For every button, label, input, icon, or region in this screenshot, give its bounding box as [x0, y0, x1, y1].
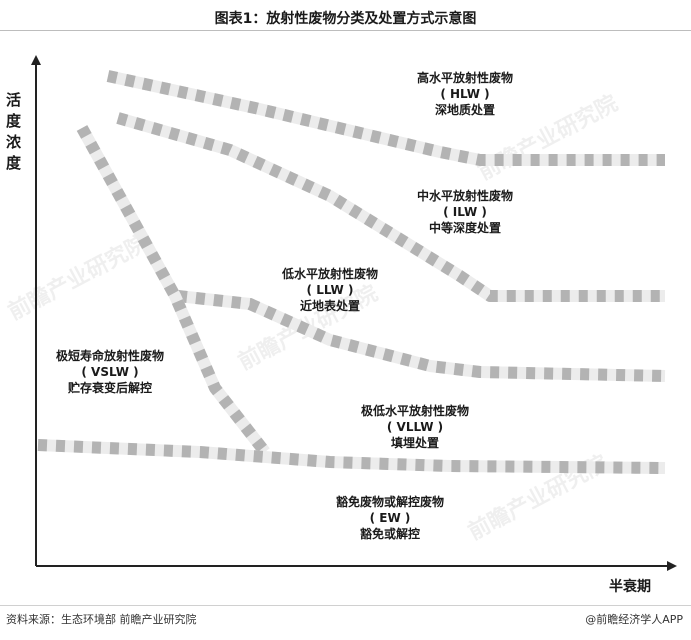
zone-name: 中水平放射性废物	[416, 189, 513, 203]
zone-abbr: ( LLW )	[306, 283, 354, 297]
y-axis-label-char: 浓	[6, 133, 22, 151]
boundary-vllw-ew	[37, 439, 666, 474]
zone-vllw-label: 极低水平放射性废物 ( VLLW ) 填埋处置	[335, 403, 495, 451]
zone-name: 高水平放射性废物	[416, 71, 513, 85]
boundary-vslw	[76, 125, 270, 456]
y-axis-label-char: 度	[6, 112, 22, 130]
zone-disposal: 近地表处置	[299, 299, 360, 313]
zone-name: 极低水平放射性废物	[360, 404, 469, 418]
y-axis-label-char: 度	[6, 154, 22, 172]
source-note: 资料来源：生态环境部 前瞻产业研究院	[6, 613, 197, 626]
zone-abbr: ( EW )	[369, 511, 411, 525]
zone-name: 豁免废物或解控废物	[335, 495, 444, 509]
zone-hlw-label: 高水平放射性废物 ( HLW ) 深地质处置	[390, 70, 540, 118]
zone-disposal: 深地质处置	[434, 103, 495, 117]
zone-llw-label: 低水平放射性废物 ( LLW ) 近地表处置	[255, 266, 405, 314]
zone-abbr: ( VSLW )	[81, 365, 139, 379]
zone-name: 低水平放射性废物	[281, 267, 378, 281]
zone-abbr: ( ILW )	[443, 205, 487, 219]
zone-disposal: 填埋处置	[390, 436, 439, 450]
y-axis-label-char: 活	[6, 91, 22, 109]
zone-name: 极短寿命放射性废物	[55, 349, 164, 363]
zone-abbr: ( VLLW )	[386, 420, 444, 434]
x-axis-label: 半衰期	[609, 579, 651, 595]
zone-abbr: ( HLW )	[440, 87, 490, 101]
zone-disposal: 贮存衰变后解控	[67, 381, 152, 395]
zone-ilw-label: 中水平放射性废物 ( ILW ) 中等深度处置	[390, 188, 540, 236]
boundary-llw-vllw	[177, 290, 666, 382]
zone-ew-label: 豁免废物或解控废物 ( EW ) 豁免或解控	[310, 494, 470, 542]
brand-credit: @前瞻经济学人APP	[585, 613, 683, 626]
zone-disposal: 豁免或解控	[359, 527, 420, 541]
boundary-ilw-llw	[116, 112, 665, 302]
footer-divider	[0, 605, 691, 606]
title-divider	[0, 30, 691, 31]
zone-vslw-label: 极短寿命放射性废物 ( VSLW ) 贮存衰变后解控	[30, 348, 190, 396]
zone-disposal: 中等深度处置	[428, 221, 501, 235]
y-axis-label: 活 度 浓 度	[6, 90, 28, 174]
figure-title: 图表1：放射性废物分类及处置方式示意图	[214, 11, 477, 27]
boundary-hlw-ilw	[106, 70, 665, 166]
